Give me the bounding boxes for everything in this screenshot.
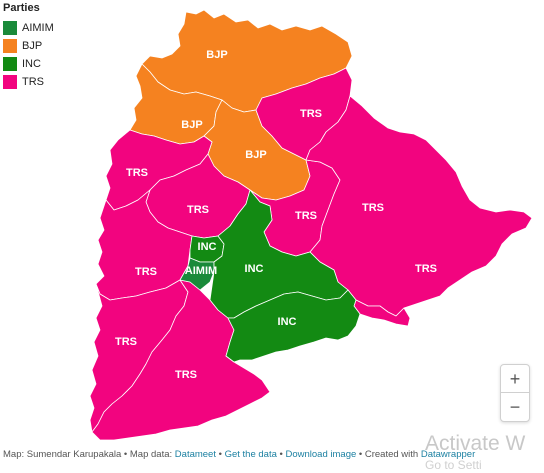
label-bjp-center: BJP bbox=[245, 149, 266, 161]
activate-windows-subtext: Go to Setti bbox=[425, 458, 482, 472]
activate-windows-watermark: Activate W bbox=[425, 432, 526, 455]
legend-label: AIMIM bbox=[22, 22, 54, 34]
region-aimim[interactable] bbox=[179, 257, 215, 291]
legend-swatch bbox=[3, 21, 17, 35]
get-the-data-link[interactable]: Get the data bbox=[224, 449, 277, 460]
region-trs-east[interactable] bbox=[305, 95, 533, 317]
label-trs-se: TRS bbox=[415, 263, 437, 275]
footer-separator: • bbox=[215, 449, 225, 460]
label-trs-ne: TRS bbox=[300, 108, 322, 120]
zoom-in-button[interactable]: + bbox=[501, 365, 529, 393]
label-trs-nw: TRS bbox=[126, 167, 148, 179]
datawrapper-link[interactable]: Datawrapper bbox=[420, 449, 476, 460]
label-trs-sw: TRS bbox=[115, 336, 137, 348]
footer-separator: • bbox=[276, 449, 286, 460]
label-trs-w: TRS bbox=[135, 266, 157, 278]
label-bjp-north: BJP bbox=[206, 49, 227, 61]
zoom-controls: + − bbox=[500, 364, 530, 422]
footer-created-with: • Created with bbox=[356, 449, 421, 460]
footer-credits: Map: Sumendar Karupakala • Map data: Dat… bbox=[3, 449, 475, 460]
label-inc-center: INC bbox=[245, 263, 264, 275]
region-inc-south[interactable] bbox=[225, 289, 361, 363]
legend-item-bjp[interactable]: BJP bbox=[3, 37, 54, 55]
legend-swatch bbox=[3, 75, 17, 89]
label-trs-center-w: TRS bbox=[187, 204, 209, 216]
legend-item-inc[interactable]: INC bbox=[3, 55, 54, 73]
legend: Parties AIMIM BJP INC TRS bbox=[3, 2, 54, 91]
label-aimim: AIMIM bbox=[185, 265, 217, 277]
legend-label: INC bbox=[22, 58, 41, 70]
datameet-link[interactable]: Datameet bbox=[174, 449, 216, 460]
label-bjp-west: BJP bbox=[181, 119, 202, 131]
zoom-out-button[interactable]: − bbox=[509, 397, 521, 417]
legend-label: TRS bbox=[22, 76, 44, 88]
legend-title: Parties bbox=[3, 2, 40, 14]
label-trs-s: TRS bbox=[175, 369, 197, 381]
label-trs-east: TRS bbox=[362, 202, 384, 214]
region-trs-se[interactable] bbox=[353, 299, 411, 327]
label-inc-small: INC bbox=[198, 241, 217, 253]
label-inc-south: INC bbox=[278, 316, 297, 328]
legend-swatch bbox=[3, 39, 17, 53]
label-trs-center-e: TRS bbox=[295, 210, 317, 222]
legend-item-trs[interactable]: TRS bbox=[3, 73, 54, 91]
legend-label: BJP bbox=[22, 40, 43, 52]
footer-map-credit: Map: Sumendar Karupakala • Map data: bbox=[3, 449, 175, 460]
download-image-link[interactable]: Download image bbox=[285, 449, 357, 460]
legend-swatch bbox=[3, 57, 17, 71]
legend-item-aimim[interactable]: AIMIM bbox=[3, 19, 54, 37]
